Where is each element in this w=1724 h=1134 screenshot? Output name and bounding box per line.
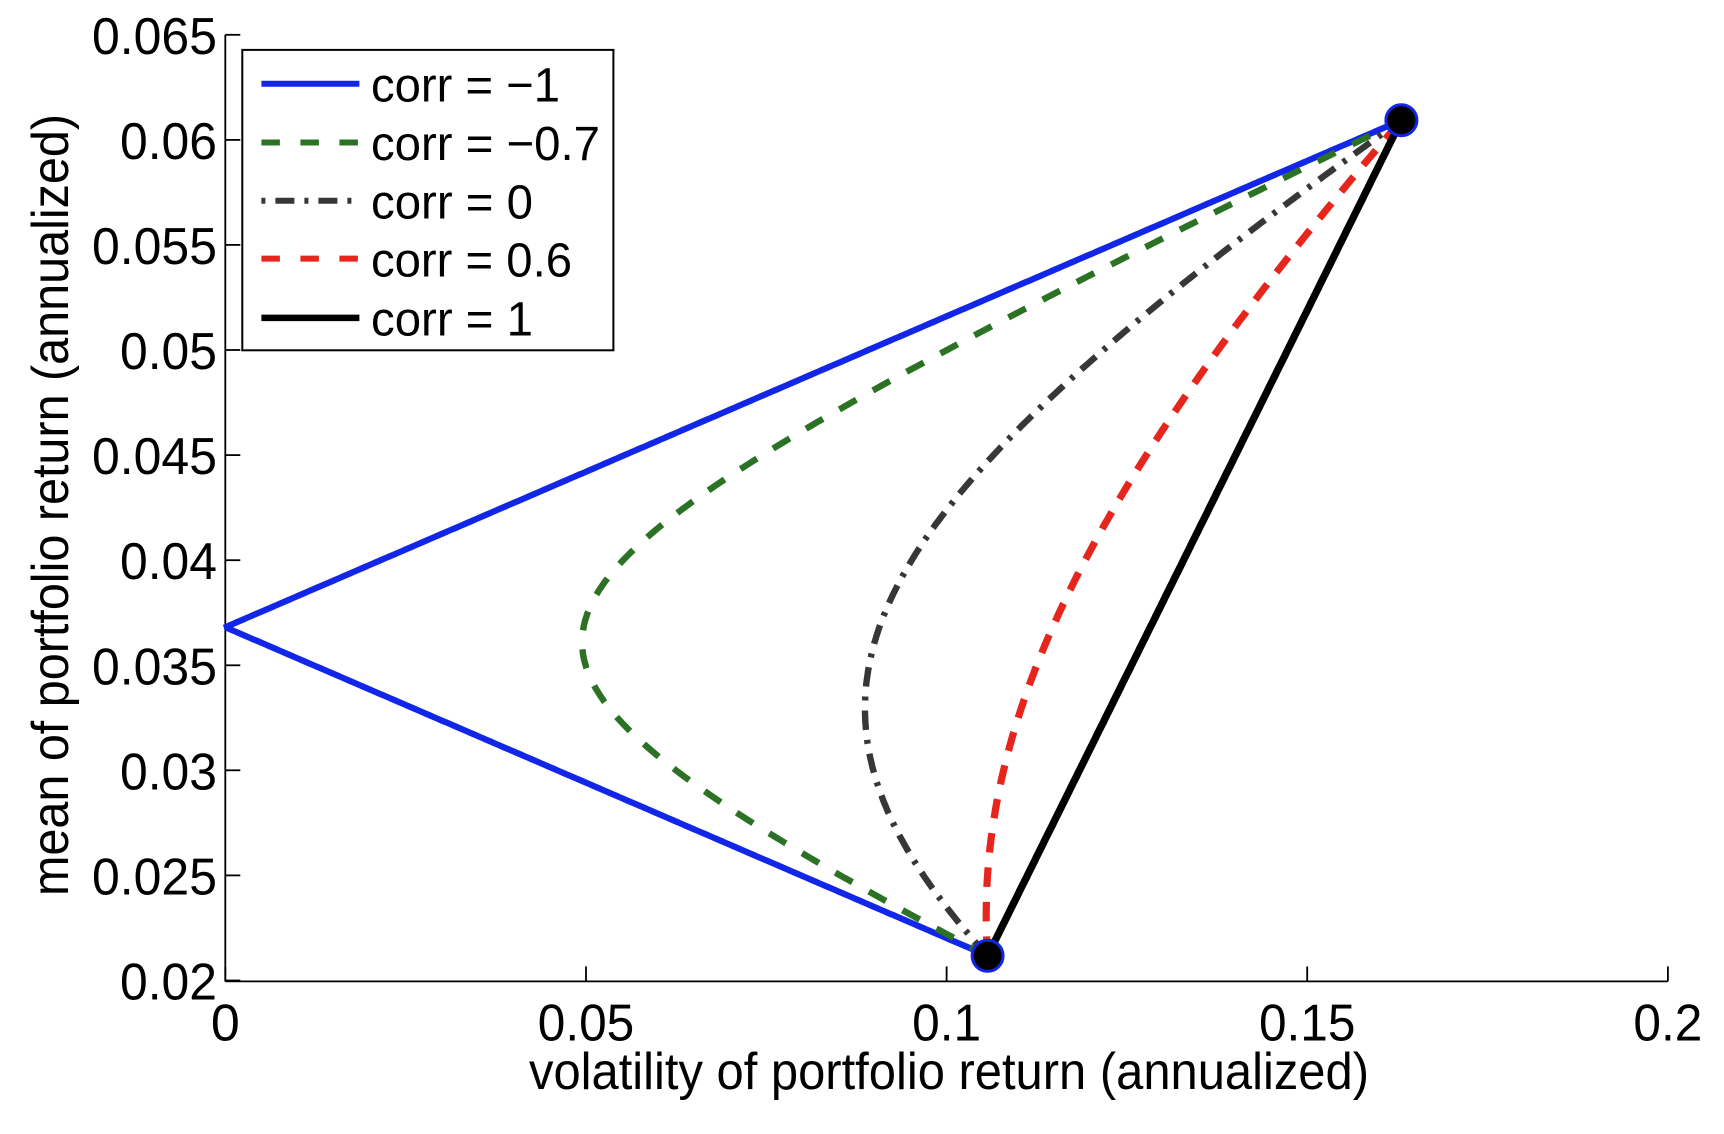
svg-text:corr = 0: corr = 0 (371, 176, 533, 230)
svg-text:0.04: 0.04 (120, 533, 217, 591)
svg-text:0.06: 0.06 (120, 113, 217, 171)
svg-text:0.02: 0.02 (120, 954, 217, 1012)
svg-text:0.1: 0.1 (912, 995, 981, 1053)
svg-text:0.05: 0.05 (120, 323, 217, 381)
svg-text:corr = 0.6: corr = 0.6 (371, 233, 572, 287)
svg-text:0.025: 0.025 (92, 848, 217, 906)
svg-text:corr = −1: corr = −1 (371, 58, 560, 112)
svg-text:0.055: 0.055 (92, 218, 217, 276)
svg-text:0.03: 0.03 (120, 743, 217, 801)
svg-text:0.05: 0.05 (538, 995, 635, 1053)
svg-text:0.2: 0.2 (1633, 995, 1702, 1053)
svg-text:corr = 1: corr = 1 (371, 293, 533, 347)
svg-text:0.065: 0.065 (92, 8, 217, 66)
svg-text:corr = −0.7: corr = −0.7 (371, 117, 600, 171)
svg-text:0.035: 0.035 (92, 638, 217, 696)
svg-text:0.045: 0.045 (92, 428, 217, 486)
svg-text:volatility of portfolio return: volatility of portfolio return (annualiz… (529, 1043, 1369, 1101)
svg-text:0: 0 (211, 995, 240, 1053)
svg-text:0.15: 0.15 (1259, 995, 1356, 1053)
svg-text:mean of portfolio return (annu: mean of portfolio return (annualized) (22, 114, 80, 896)
